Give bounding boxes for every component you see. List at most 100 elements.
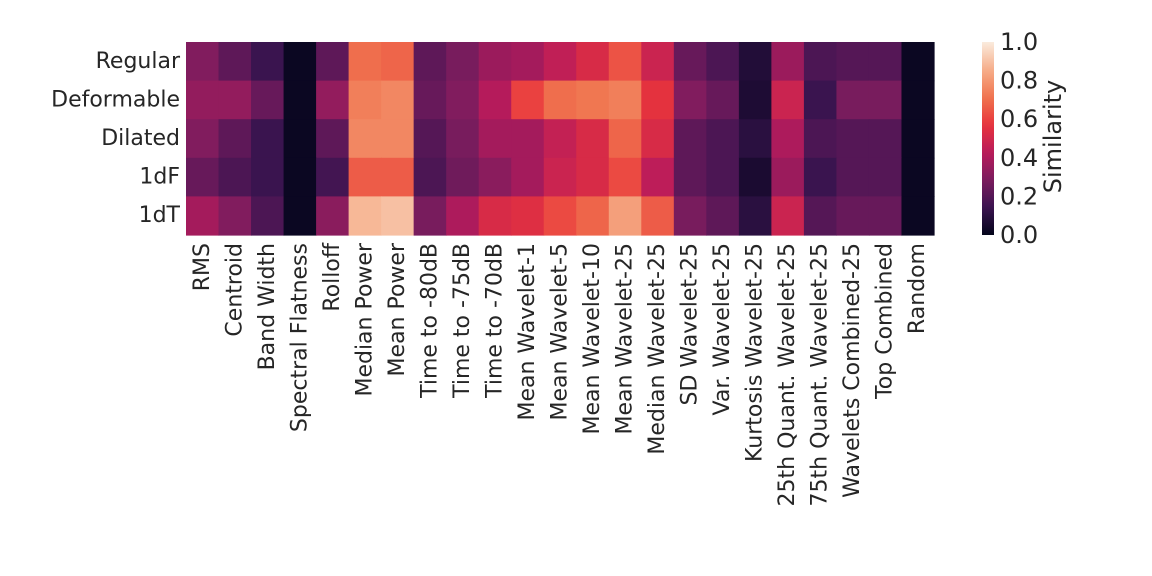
column-tick-label: Var. Wavelet-25 (710, 243, 735, 415)
heatmap-cell (511, 157, 545, 197)
heatmap-cell (413, 196, 447, 236)
heatmap-cell (316, 80, 350, 120)
colorbar-tick-label: 0.6 (1000, 105, 1038, 133)
heatmap-cell (771, 42, 805, 82)
heatmap-cell (868, 196, 903, 236)
colorbar-tick-label: 0.4 (1000, 144, 1038, 172)
heatmap-cell (771, 80, 805, 120)
heatmap-cell (283, 80, 317, 120)
heatmap-cell (738, 80, 772, 120)
row-tick-label: Regular (96, 49, 181, 74)
column-tick-label: 75th Quant. Wavelet-25 (808, 243, 833, 506)
column-tick-label: Median Power (352, 242, 377, 396)
heatmap-cell (413, 80, 447, 120)
heatmap-cell (478, 157, 512, 197)
heatmap-cell (836, 80, 870, 120)
heatmap-cell (446, 196, 480, 236)
heatmap-cell (641, 196, 675, 236)
column-tick-label: Mean Wavelet-25 (613, 243, 638, 435)
heatmap-cell (446, 157, 480, 197)
heatmap-cell (901, 157, 935, 197)
column-tick-label: Median Wavelet-25 (645, 243, 670, 455)
heatmap-cell (186, 157, 220, 197)
heatmap-cell (316, 196, 350, 236)
heatmap-cell (543, 80, 577, 120)
heatmap-cell (251, 119, 285, 159)
heatmap-cell (868, 80, 903, 120)
heatmap-cell (803, 80, 838, 120)
heatmap-cell (901, 80, 935, 120)
heatmap-cell (186, 119, 220, 159)
colorbar-tick-label: 0.0 (1000, 221, 1038, 249)
heatmap-cell (381, 157, 415, 197)
heatmap-cell (836, 196, 870, 236)
heatmap-cell (706, 80, 740, 120)
heatmap-cell (348, 80, 382, 120)
heatmap-cell (413, 119, 447, 159)
heatmap-cell (836, 42, 870, 82)
colorbar-gradient (982, 42, 994, 235)
heatmap-cell (771, 196, 805, 236)
heatmap-cell (218, 157, 252, 197)
heatmap-cell (478, 42, 512, 82)
column-labels: RMS Centroid Band Width Spectral Flatness Ro… (190, 242, 930, 506)
row-tick-label: Dilated (101, 126, 180, 151)
heatmap-cell (608, 196, 642, 236)
heatmap-cell (836, 119, 870, 159)
heatmap-cell (803, 196, 838, 236)
heatmap-cell (186, 196, 220, 236)
row-labels: Regular Deformable Dilated 1dF 1dT (51, 49, 181, 228)
heatmap-cell (836, 157, 870, 197)
column-tick-label: 25th Quant. Wavelet-25 (775, 243, 800, 506)
heatmap-cell (803, 119, 838, 159)
heatmap-cell (576, 196, 610, 236)
column-tick-label: Rolloff (320, 242, 345, 311)
column-tick-label: SD Wavelet-25 (678, 243, 703, 406)
heatmap-cell (478, 80, 512, 120)
heatmap-cell (901, 196, 935, 236)
heatmap-cell (381, 196, 415, 236)
heatmap-cell (381, 80, 415, 120)
heatmap-cell (316, 42, 350, 82)
heatmap-cell (316, 119, 350, 159)
heatmap-cell (543, 157, 577, 197)
heatmap-cell (218, 119, 252, 159)
column-tick-label: Band Width (255, 243, 280, 370)
heatmap-cell (771, 157, 805, 197)
heatmap-cell (543, 119, 577, 159)
heatmap-cell (868, 119, 903, 159)
heatmap-cell (543, 42, 577, 82)
heatmap-cells (186, 42, 935, 236)
heatmap-cell (608, 157, 642, 197)
column-tick-label: Kurtosis Wavelet-25 (743, 243, 768, 462)
heatmap-cell (576, 42, 610, 82)
heatmap-cell (348, 119, 382, 159)
row-tick-label: 1dF (139, 165, 180, 190)
column-tick-label: Spectral Flatness (287, 243, 312, 432)
heatmap-cell (868, 42, 903, 82)
heatmap-cell (218, 196, 252, 236)
heatmap-cell (218, 42, 252, 82)
heatmap-cell (251, 42, 285, 82)
column-tick-label: Mean Wavelet-10 (580, 243, 605, 435)
heatmap-cell (446, 42, 480, 82)
heatmap-cell (348, 196, 382, 236)
heatmap-cell (673, 119, 707, 159)
heatmap-cell (186, 80, 220, 120)
heatmap-cell (673, 80, 707, 120)
heatmap-cell (738, 42, 772, 82)
row-tick-label: Deformable (51, 87, 180, 112)
column-tick-label: Time to -80dB (417, 243, 442, 399)
column-tick-label: Time to -70dB (482, 243, 507, 399)
heatmap-cell (283, 196, 317, 236)
heatmap-cell (673, 42, 707, 82)
heatmap-cell (641, 80, 675, 120)
heatmap-cell (738, 119, 772, 159)
heatmap-cell (641, 119, 675, 159)
heatmap-cell (218, 80, 252, 120)
heatmap-cell (641, 157, 675, 197)
heatmap-cell (348, 42, 382, 82)
